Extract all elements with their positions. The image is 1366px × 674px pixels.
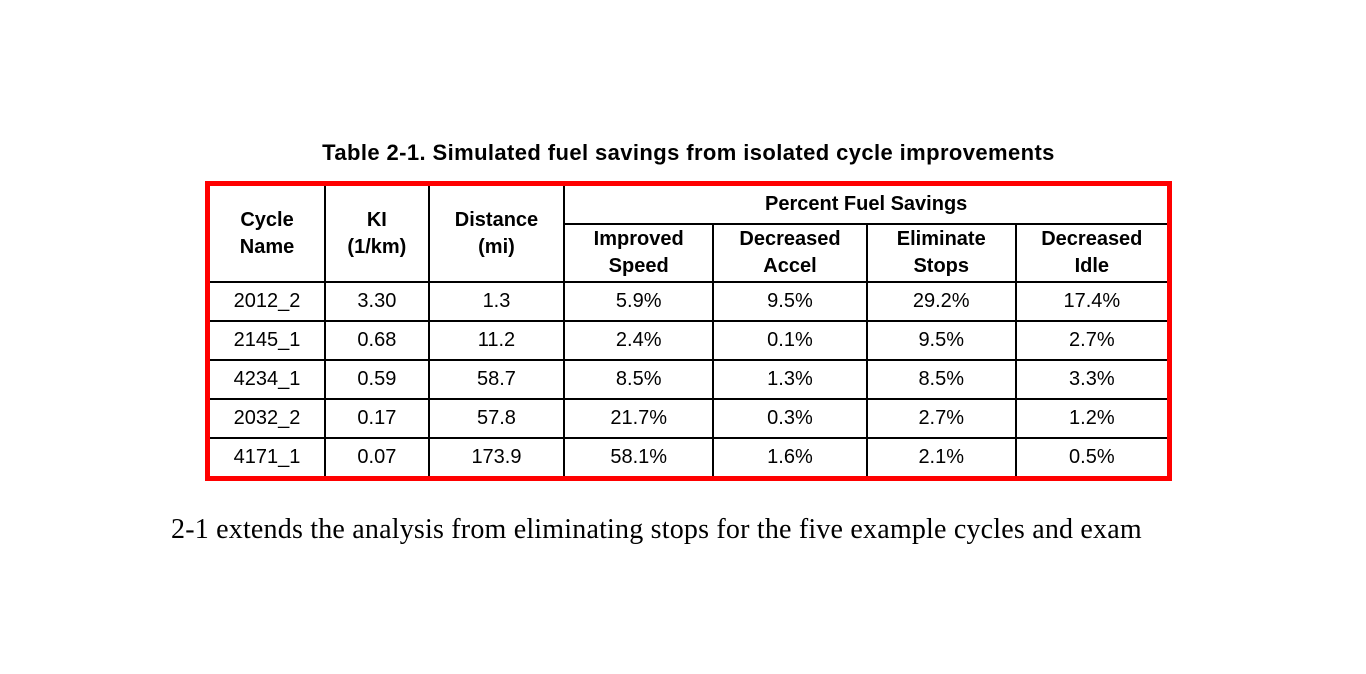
cell-eliminate-stops: 2.1%	[865, 437, 1017, 480]
column-group-header-percent-fuel-savings: Percent Fuel Savings	[563, 182, 1171, 225]
cell-eliminate-stops: 8.5%	[865, 359, 1017, 400]
cell-decreased-accel: 9.5%	[712, 281, 868, 322]
column-header-improved-speed: Improved Speed	[563, 223, 715, 283]
table-row: 4234_1 0.59 58.7 8.5% 1.3% 8.5% 3.3%	[206, 359, 1171, 400]
cell-improved-speed: 2.4%	[563, 320, 715, 361]
column-header-decreased-accel: Decreased Accel	[712, 223, 868, 283]
column-header-distance: Distance (mi)	[427, 182, 566, 283]
cell-ki: 0.59	[324, 359, 430, 400]
column-header-ki: KI (1/km)	[324, 182, 430, 283]
cell-cycle-name: 2032_2	[206, 398, 327, 439]
cell-decreased-accel: 1.6%	[712, 437, 868, 480]
cell-cycle-name: 4234_1	[206, 359, 327, 400]
body-text: 2-1 extends the analysis from eliminatin…	[171, 514, 1142, 545]
table-row: 2032_2 0.17 57.8 21.7% 0.3% 2.7% 1.2%	[206, 398, 1171, 439]
cell-ki: 0.17	[324, 398, 430, 439]
fuel-savings-table: Cycle Name KI (1/km) Distance (mi) Perce…	[205, 181, 1172, 481]
cell-distance: 173.9	[427, 437, 566, 480]
cell-ki: 0.07	[324, 437, 430, 480]
table-row: 2145_1 0.68 11.2 2.4% 0.1% 9.5% 2.7%	[206, 320, 1171, 361]
cell-improved-speed: 21.7%	[563, 398, 715, 439]
header-row-group: Cycle Name KI (1/km) Distance (mi) Perce…	[206, 182, 1171, 283]
header-row-sub: Improved Speed Decreased Accel Eliminate…	[208, 223, 1171, 283]
cell-cycle-name: 4171_1	[206, 437, 327, 480]
table-row: 2012_2 3.30 1.3 5.9% 9.5% 29.2% 17.4%	[206, 281, 1171, 322]
table-caption: Table 2-1. Simulated fuel savings from i…	[322, 140, 1055, 165]
cell-distance: 57.8	[427, 398, 566, 439]
cell-decreased-idle: 0.5%	[1014, 437, 1171, 480]
cell-eliminate-stops: 2.7%	[865, 398, 1017, 439]
cell-decreased-accel: 1.3%	[712, 359, 868, 400]
cell-eliminate-stops: 29.2%	[865, 281, 1017, 322]
table-row: 4171_1 0.07 173.9 58.1% 1.6% 2.1% 0.5%	[206, 437, 1171, 480]
cell-distance: 11.2	[427, 320, 566, 361]
cell-eliminate-stops: 9.5%	[865, 320, 1017, 361]
column-header-cycle-name: Cycle Name	[206, 182, 327, 283]
cell-distance: 58.7	[427, 359, 566, 400]
cell-decreased-idle: 1.2%	[1014, 398, 1171, 439]
cell-improved-speed: 8.5%	[563, 359, 715, 400]
cell-improved-speed: 58.1%	[563, 437, 715, 480]
cell-improved-speed: 5.9%	[563, 281, 715, 322]
cell-decreased-accel: 0.3%	[712, 398, 868, 439]
column-header-decreased-idle: Decreased Idle	[1014, 223, 1171, 283]
cell-cycle-name: 2145_1	[206, 320, 327, 361]
cell-decreased-accel: 0.1%	[712, 320, 868, 361]
cell-cycle-name: 2012_2	[206, 281, 327, 322]
cell-ki: 0.68	[324, 320, 430, 361]
column-header-eliminate-stops: Eliminate Stops	[865, 223, 1017, 283]
cell-decreased-idle: 3.3%	[1014, 359, 1171, 400]
cell-distance: 1.3	[427, 281, 566, 322]
cell-ki: 3.30	[324, 281, 430, 322]
cell-decreased-idle: 2.7%	[1014, 320, 1171, 361]
cell-decreased-idle: 17.4%	[1014, 281, 1171, 322]
